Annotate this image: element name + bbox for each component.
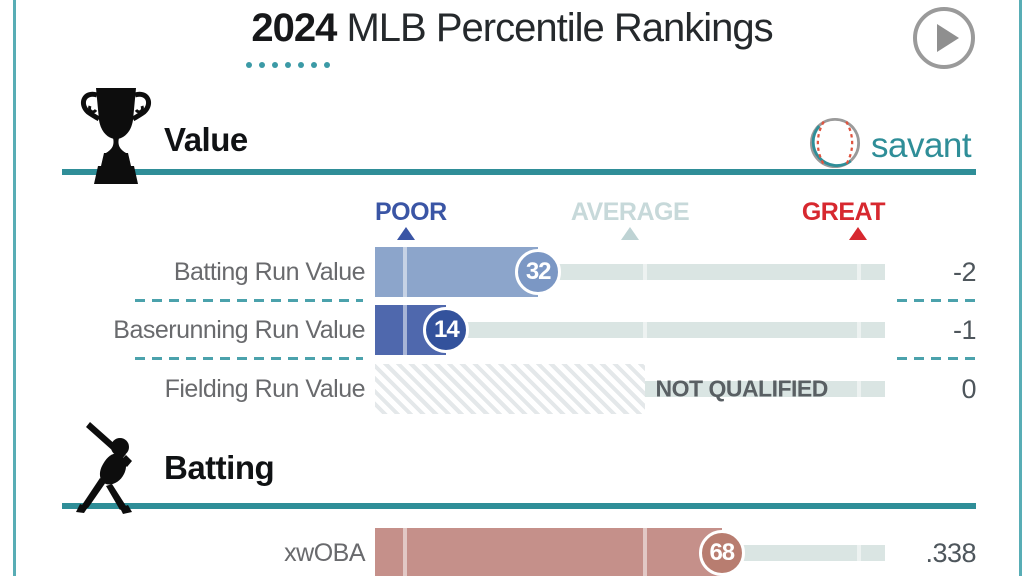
batter-icon [68, 420, 158, 520]
section-title-value: Value [164, 121, 248, 158]
batting-section-rule [62, 503, 976, 509]
row-label: xwOBA [284, 538, 365, 567]
title-underline-dots [246, 62, 330, 68]
trophy-icon [80, 86, 152, 191]
play-button[interactable] [913, 7, 975, 69]
scale-label-average: AVERAGE [570, 198, 690, 226]
savant-logo[interactable]: savant [808, 116, 972, 175]
card-right-border [1019, 0, 1022, 576]
row-value: .338 [925, 537, 976, 568]
row-separator [135, 357, 363, 360]
value-section-rule [62, 169, 976, 175]
row-value: 0 [961, 373, 976, 404]
percentile-track[interactable]: 68 [375, 528, 885, 576]
row-separator [897, 357, 976, 360]
row-baserunning-run-value: Baserunning Run Value 14 -1 [62, 305, 977, 355]
percentile-bar [375, 528, 722, 576]
row-label: Baserunning Run Value [113, 315, 365, 344]
track-line [375, 322, 885, 338]
row-xwoba: xwOBA 68 .338 [62, 528, 977, 576]
savant-wordmark: savant [871, 125, 972, 165]
scale-label-poor: POOR [375, 198, 447, 226]
percentile-track[interactable]: 32 [375, 247, 885, 297]
average-arrow-icon [621, 227, 639, 240]
poor-arrow-icon [397, 227, 415, 240]
percentile-track[interactable]: 14 [375, 305, 885, 355]
title-rest: MLB Percentile Rankings [336, 6, 773, 50]
percentile-bubble: 14 [423, 307, 470, 353]
scale-label-great: GREAT [801, 198, 886, 226]
row-label: Batting Run Value [173, 257, 366, 286]
percentile-bubble: 32 [515, 249, 562, 295]
percentile-bubble: 68 [698, 530, 745, 576]
section-title-batting: Batting [164, 449, 275, 486]
card-left-border [13, 0, 16, 576]
not-qualified-label: NOT QUALIFIED [655, 375, 829, 402]
percentile-track: NOT QUALIFIED [375, 364, 885, 414]
row-value: -1 [952, 314, 977, 345]
not-qualified-hatch [375, 364, 646, 414]
great-arrow-icon [849, 227, 867, 240]
baseball-icon [808, 116, 862, 175]
row-label: Fielding Run Value [164, 374, 366, 403]
row-separator [135, 299, 363, 302]
play-icon [937, 24, 959, 52]
row-fielding-run-value: Fielding Run Value NOT QUALIFIED 0 [62, 364, 977, 414]
page-title: 2024 MLB Percentile Rankings [0, 6, 1024, 51]
title-year: 2024 [251, 6, 337, 50]
row-batting-run-value: Batting Run Value 32 -2 [62, 247, 977, 297]
percentile-bar [375, 247, 539, 297]
row-separator [897, 299, 976, 302]
percentile-scale-header: POOR AVERAGE GREAT [375, 198, 886, 244]
row-value: -2 [952, 256, 977, 287]
